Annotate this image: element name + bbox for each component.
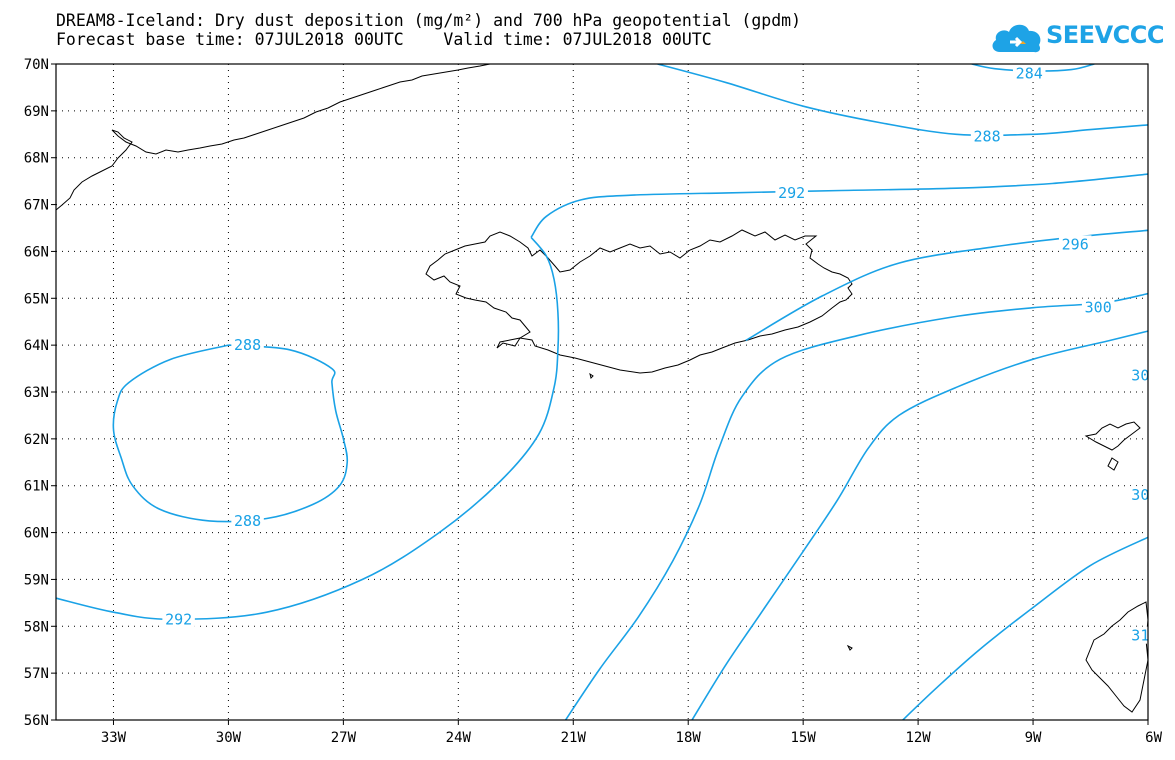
lat-tick-label: 62N [24, 432, 49, 448]
greenland-coastline [56, 64, 493, 211]
contour-label: 292 [778, 184, 805, 202]
contour-label-bg [1128, 626, 1152, 644]
contour-label: 284 [1016, 64, 1043, 82]
coastlines [56, 64, 1148, 713]
lat-tick-label: 59N [24, 572, 49, 588]
contour-label-bg [1058, 235, 1092, 253]
contour-line-292 [530, 173, 1148, 238]
contour-label: 288 [234, 512, 261, 530]
contour-line-288 [657, 64, 1148, 137]
scotland-coastline [1085, 601, 1148, 713]
contour-label: 292 [165, 610, 192, 628]
lat-tick-label: 56N [24, 713, 49, 729]
contour-label-bg [1012, 64, 1046, 82]
cloud-icon [992, 24, 1041, 53]
lon-tick-label: 30W [216, 730, 242, 746]
contour-line-30 [691, 330, 1148, 720]
contour-label: 31 [1131, 627, 1149, 645]
iceland-coastline [425, 229, 853, 374]
contour-label: 288 [234, 336, 261, 354]
geopotential-contours [56, 64, 1148, 720]
contour-label: 30 [1131, 367, 1149, 385]
lat-tick-label: 57N [24, 666, 49, 682]
map-title: DREAM8-Iceland: Dry dust deposition (mg/… [56, 11, 802, 30]
lon-tick-label: 27W [331, 730, 357, 746]
lat-tick-label: 66N [24, 244, 49, 260]
contour-label-bg [775, 183, 808, 201]
contour-label-bg [1128, 486, 1152, 504]
lat-tick-label: 67N [24, 198, 49, 214]
lat-tick-label: 69N [24, 104, 49, 120]
lon-tick-label: 21W [561, 730, 587, 746]
lon-tick-label: 12W [905, 730, 931, 746]
map-subtitle: Forecast base time: 07JUL2018 00UTC Vali… [56, 30, 712, 49]
contour-line-30 [564, 292, 1148, 720]
lat-tick-label: 68N [24, 151, 49, 167]
lat-tick-label: 70N [24, 57, 49, 73]
lon-tick-label: 33W [101, 730, 127, 746]
lat-tick-label: 64N [24, 338, 49, 354]
graticule [56, 64, 1148, 720]
seevccc-logo: SEEVCCC [990, 20, 1165, 62]
lat-tick-label: 60N [24, 526, 49, 542]
lat-tick-label: 65N [24, 291, 49, 307]
axis-labels: 33W 30W 27W 24W 21W 18W 15W 12W 9W 6W 70N 69N 68N 67N… [24, 57, 1163, 746]
logo-text: SEEVCCC [1046, 21, 1165, 49]
contour-label-bg [1128, 366, 1152, 384]
contour-label-bg [231, 511, 264, 529]
contour-label: 288 [974, 128, 1001, 146]
contour-label: 30 [1131, 486, 1149, 504]
contour-label-bg [162, 610, 195, 628]
contour-label: 300 [1085, 299, 1112, 317]
contour-line-296 [56, 236, 560, 621]
contour-label-bg [970, 127, 1004, 145]
lon-tick-label: 9W [1025, 730, 1042, 746]
contour-label: 296 [1062, 235, 1089, 253]
lon-tick-label: 18W [676, 730, 702, 746]
lat-tick-label: 61N [24, 479, 49, 495]
lat-tick-label: 58N [24, 619, 49, 635]
lon-tick-label: 6W [1145, 730, 1162, 746]
lon-tick-label: 24W [446, 730, 472, 746]
contour-line-288 [112, 344, 349, 523]
contour-label-bg [231, 336, 264, 354]
contour-line-31 [902, 536, 1148, 720]
contour-label-bg [1081, 298, 1115, 316]
lat-tick-label: 63N [24, 385, 49, 401]
faroe-islands-coastline [1084, 421, 1141, 451]
contour-labels: 284 288 292 296 292 300 30 30 31 288 288 [162, 64, 1152, 645]
lon-tick-label: 15W [791, 730, 817, 746]
